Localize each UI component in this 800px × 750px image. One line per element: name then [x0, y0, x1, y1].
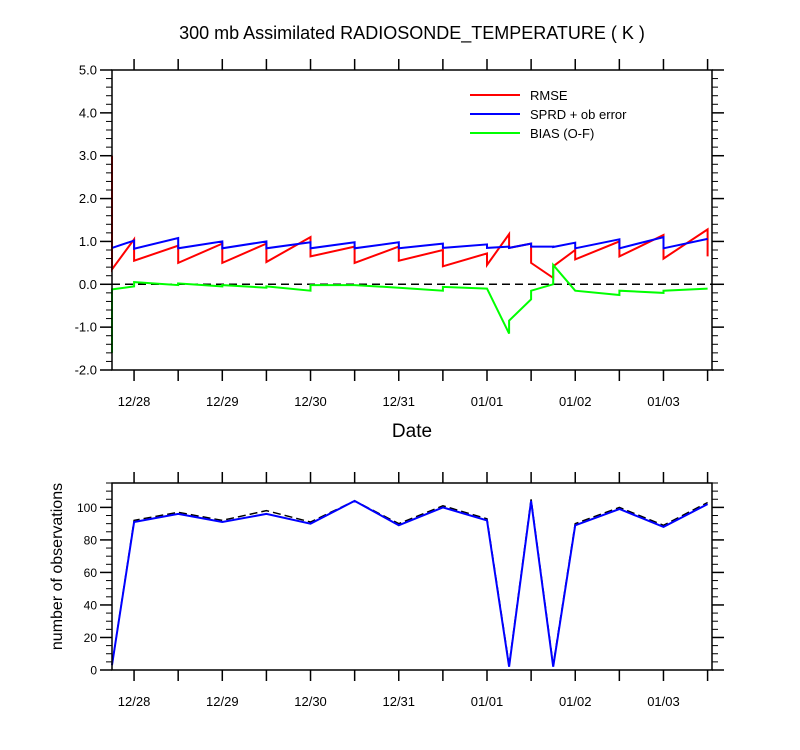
- y-tick-label: 80: [84, 533, 98, 547]
- series-line-obs-used: [111, 499, 709, 667]
- x-tick-label: 12/28: [118, 394, 151, 409]
- legend-label: RMSE: [530, 88, 568, 103]
- series-line-obs-total: [111, 499, 708, 666]
- x-tick-label: 01/02: [559, 394, 592, 409]
- x-tick-label: 12/30: [294, 694, 327, 709]
- y-tick-label: 60: [84, 566, 98, 580]
- x-tick-label: 01/03: [647, 694, 680, 709]
- y-tick-label: 100: [77, 501, 97, 515]
- y-tick-label: 5.0: [79, 63, 97, 78]
- x-tick-label: 01/01: [471, 694, 504, 709]
- x-tick-label: 12/30: [294, 394, 327, 409]
- x-axis-label: Date: [392, 421, 432, 442]
- bottom-chart: 0 20 40 60 80 100 12/28 12/29 12/30 12/31 01/01 01/…: [49, 472, 724, 709]
- y-tick-label: 40: [84, 598, 98, 612]
- x-tick-label: 01/03: [647, 394, 680, 409]
- y-tick-label: 2.0: [79, 191, 97, 206]
- plot-frame: [111, 69, 713, 371]
- y-tick-label: -1.0: [75, 320, 97, 335]
- y-tick-label: 3.0: [79, 148, 97, 163]
- y-tick-label: 4.0: [79, 105, 97, 120]
- plot-frame: [111, 482, 713, 671]
- x-tick-label: 12/31: [382, 694, 415, 709]
- x-tick-label: 12/28: [118, 694, 151, 709]
- y-axis-label: number of observations: [49, 483, 66, 650]
- y-tick-label: -2.0: [75, 363, 97, 378]
- x-tick-label: 01/02: [559, 694, 592, 709]
- y-tick-label: 20: [84, 631, 98, 645]
- y-tick-label: 1.0: [79, 234, 97, 249]
- x-tick-label: 01/01: [471, 394, 504, 409]
- x-tick-label: 12/29: [206, 394, 239, 409]
- top-chart: 300 mb Assimilated RADIOSONDE_TEMPERATUR…: [75, 23, 724, 442]
- y-tick-label: 0: [90, 664, 97, 678]
- legend-label: SPRD + ob error: [530, 107, 627, 122]
- series-line-bias-o-f: [111, 262, 708, 353]
- legend-label: BIAS (O-F): [530, 126, 594, 141]
- chart-title: 300 mb Assimilated RADIOSONDE_TEMPERATUR…: [179, 23, 645, 44]
- y-tick-label: 0.0: [79, 277, 97, 292]
- series-line-rmse: [111, 155, 709, 280]
- series-line-sprd-ob-error: [111, 235, 708, 250]
- x-tick-label: 12/29: [206, 694, 239, 709]
- x-tick-label: 12/31: [382, 394, 415, 409]
